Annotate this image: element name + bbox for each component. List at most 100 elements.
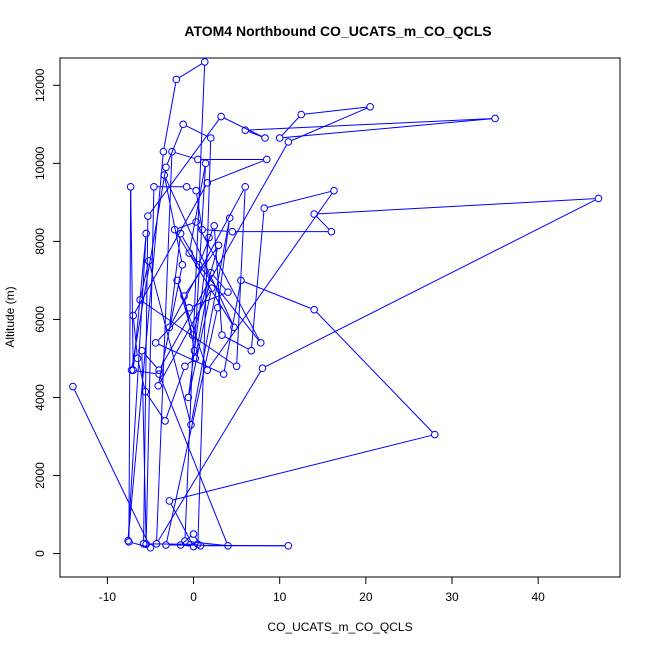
data-point [150, 182, 158, 191]
series-segment [187, 360, 193, 365]
series-segment [140, 264, 149, 297]
data-point [256, 339, 265, 347]
chart-title: ATOM4 Northbound CO_UCATS_m_CO_QCLS [184, 23, 491, 39]
data-point [194, 155, 202, 164]
data-point [491, 114, 499, 123]
series-segment [141, 354, 147, 541]
series-segment [265, 199, 596, 368]
series-segment [317, 198, 595, 215]
y-tick-label: 0 [33, 550, 47, 557]
series-segment [177, 222, 193, 229]
series-segment [304, 106, 367, 115]
data-point [151, 339, 160, 347]
series-segment [166, 127, 183, 165]
data-point [261, 134, 269, 142]
x-tick-label: 30 [445, 590, 459, 604]
series-segment [145, 190, 155, 541]
data-point [142, 540, 150, 549]
data-point [181, 537, 189, 545]
series-segment [179, 63, 202, 78]
data-point [206, 134, 215, 142]
data-point [160, 171, 169, 179]
series-segment [193, 248, 219, 332]
data-point [366, 102, 374, 111]
data-point [187, 421, 195, 429]
data-point [241, 126, 250, 134]
series-segment [134, 185, 207, 313]
data-point [224, 541, 232, 550]
data-point [310, 305, 318, 314]
data-point [191, 354, 200, 363]
series-segment [166, 311, 218, 542]
series-segment [169, 544, 285, 547]
data-point [219, 370, 228, 378]
series-segment [291, 107, 368, 141]
data-point [237, 276, 245, 285]
series-segment [210, 160, 264, 183]
data-point [181, 362, 189, 371]
data-point [133, 354, 142, 363]
x-axis-label: CO_UCATS_m_CO_QCLS [267, 620, 412, 634]
data-point [260, 204, 268, 213]
series-segment [165, 369, 185, 418]
data-point [200, 58, 209, 66]
data-point [297, 110, 306, 119]
data-point [162, 163, 170, 172]
data-point [594, 194, 603, 203]
series-segment [172, 434, 432, 501]
series-segment [146, 394, 164, 419]
data-point [146, 543, 155, 552]
series-segment [158, 268, 183, 383]
data-point [165, 323, 174, 332]
series-segment [217, 221, 230, 305]
series-segment [143, 219, 149, 541]
data-point [170, 225, 179, 234]
series-segment [316, 216, 330, 230]
data-point [210, 221, 219, 230]
data-point [138, 346, 146, 355]
data-point [124, 536, 132, 545]
series-segment [169, 237, 181, 324]
series-segment [74, 389, 150, 545]
series-segment [185, 248, 217, 294]
series-segment [149, 264, 191, 422]
series-segment [191, 255, 259, 341]
series-segment [208, 193, 333, 368]
data-point [176, 541, 185, 549]
data-point [247, 346, 256, 355]
data-point [126, 182, 135, 191]
series-segment [316, 311, 433, 433]
data-point [188, 331, 197, 339]
data-point [190, 346, 199, 355]
data-point [144, 257, 153, 265]
data-point [141, 387, 150, 396]
series-segment [137, 361, 145, 389]
series-segment [281, 116, 300, 136]
data-point [155, 366, 163, 374]
data-point [192, 218, 200, 226]
data-point [203, 179, 212, 187]
data-point [217, 112, 225, 121]
data-point [159, 147, 168, 156]
data-point [207, 284, 216, 293]
data-point [218, 331, 226, 339]
series-segment [128, 190, 132, 539]
series-segment [135, 370, 156, 375]
series-segment [223, 283, 241, 371]
data-point [194, 261, 203, 269]
data-point [213, 303, 222, 312]
data-point [155, 370, 163, 378]
series-segment [175, 152, 195, 159]
series-segment [197, 141, 212, 541]
data-point [198, 225, 206, 234]
data-point [179, 120, 187, 129]
data-point [310, 210, 318, 218]
series-segment [283, 118, 492, 139]
series-segment [133, 319, 138, 355]
data-point [127, 366, 136, 374]
data-point [136, 296, 144, 304]
y-axis-label: Altitude (m) [3, 286, 17, 347]
data-point [228, 227, 237, 236]
series-segment [212, 274, 226, 290]
